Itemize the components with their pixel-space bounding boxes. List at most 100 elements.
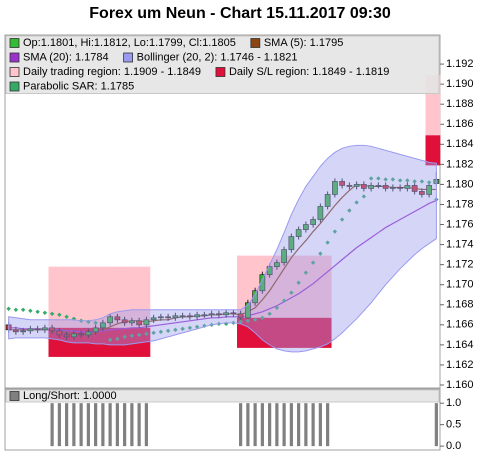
sar-dot (245, 318, 251, 324)
sar-dot (64, 314, 69, 319)
candle-body (49, 327, 55, 332)
candle-body (107, 316, 113, 324)
region-cell (106, 327, 115, 357)
sar-dot (202, 323, 207, 329)
candle-body (121, 319, 128, 324)
candle-body (390, 187, 396, 189)
region-cell (237, 317, 245, 348)
y-tick-label: 0.5 (446, 419, 461, 431)
bar (434, 403, 438, 447)
candle-body (136, 320, 142, 326)
bar (50, 403, 54, 447)
legend-box (5, 35, 440, 94)
candle-body (368, 185, 374, 189)
sar-dot (129, 333, 135, 339)
candle-body (85, 331, 92, 336)
region-cell (55, 327, 64, 357)
legend-item: SMA (20): 1.1784 (9, 51, 109, 63)
region-cell (287, 317, 296, 348)
bar (275, 403, 279, 447)
region-layer (48, 75, 441, 357)
candle-body (172, 315, 179, 319)
candle-body (281, 249, 287, 263)
sar-dot (93, 320, 98, 326)
region-cell (266, 255, 274, 318)
bar (239, 403, 243, 447)
legend-item: Parabolic SAR: 1.1785 (9, 80, 134, 92)
region-cell (425, 75, 434, 136)
legend-swatch (9, 391, 20, 401)
indicator-line (8, 199, 437, 333)
region-cell (128, 266, 136, 328)
sar-dot (100, 322, 106, 328)
legend-swatch (215, 67, 226, 77)
sar-dot (49, 311, 55, 316)
candle-body (426, 185, 432, 195)
region-cell (309, 255, 318, 318)
region-cell (77, 266, 86, 328)
region-cell (273, 255, 281, 318)
legend-item: Op:1.1801, Hi:1.1812, Lo:1.1799, Cl:1.18… (9, 37, 236, 49)
candle-body (317, 206, 324, 220)
legend-swatch (9, 81, 20, 92)
region-cell (316, 255, 325, 318)
bar (311, 403, 315, 447)
sar-dot (165, 328, 171, 334)
candle-body (20, 330, 26, 333)
sar-dot (332, 229, 338, 234)
region-cell (244, 255, 252, 318)
region-cell (302, 255, 310, 318)
sar-dot (347, 208, 352, 213)
candle-body (332, 181, 338, 195)
region-cell (113, 327, 122, 357)
y-tick-label: 1.172 (446, 259, 474, 271)
candles-layer (5, 172, 440, 340)
region-cell (237, 255, 245, 318)
sar-dot (303, 270, 309, 275)
region-cell (92, 327, 100, 357)
region-cell (77, 327, 86, 357)
sar-dot (274, 305, 280, 310)
y-tick-label: 1.168 (446, 299, 474, 311)
bar (57, 403, 61, 447)
candle-body (201, 314, 208, 317)
sar-dot (42, 310, 48, 315)
y-tick-label: 1.188 (446, 98, 474, 110)
candle-body (324, 194, 331, 207)
region-cell (84, 327, 93, 357)
sar-dot (383, 177, 388, 182)
sar-dot (151, 330, 156, 336)
candle-body (419, 191, 425, 195)
candle-body (346, 185, 353, 187)
candle-body (259, 274, 266, 292)
candle-body (339, 181, 345, 186)
sar-dot (115, 336, 120, 342)
sar-dot (107, 337, 113, 343)
candle-body (27, 328, 34, 332)
bar (304, 403, 308, 447)
region-cell (244, 317, 252, 348)
region-cell (142, 266, 151, 328)
sar-dot (361, 194, 367, 199)
region-cell (309, 317, 318, 348)
bar (326, 403, 330, 447)
sar-dot (28, 308, 33, 313)
candle-body (165, 316, 171, 319)
bar (289, 403, 293, 447)
sar-dot (397, 178, 403, 183)
sar-dot (20, 307, 26, 312)
region-cell (84, 266, 93, 328)
y-tick-label: 1.0 (446, 397, 461, 409)
sar-dot (194, 324, 200, 330)
sar-dot (289, 290, 294, 295)
y-tick-label: 1.184 (446, 138, 474, 150)
region-cell (106, 266, 115, 328)
y-tick-label: 1.186 (446, 118, 474, 130)
candle-body (216, 313, 222, 316)
bar (282, 403, 286, 447)
sar-dot (339, 217, 345, 222)
candle-body (143, 319, 150, 326)
bollinger-band (8, 144, 437, 353)
sar-dot (281, 298, 287, 303)
